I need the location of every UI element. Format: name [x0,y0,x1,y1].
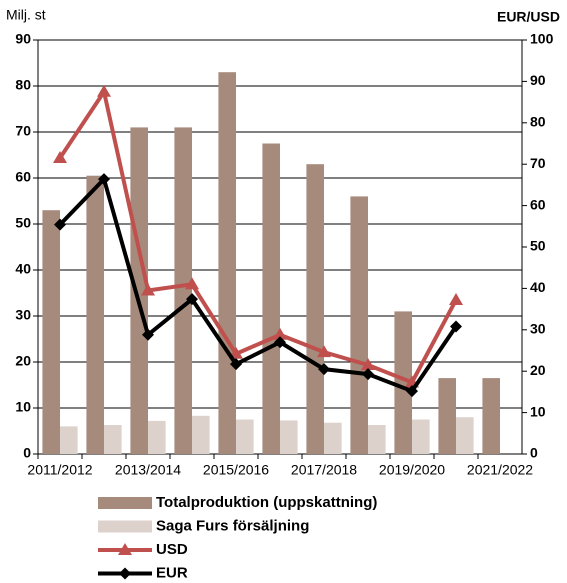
y2-axis-title: EUR/USD [497,9,560,25]
y2-tick-label: 80 [530,114,546,130]
marker [273,327,287,340]
marker [185,277,199,290]
legend-label: Saga Furs försäljning [156,517,309,534]
marker [450,320,462,333]
y2-tick-label: 30 [530,321,546,337]
marker [449,292,463,305]
y-tick-label: 0 [23,445,31,461]
bar [306,164,324,454]
y-tick-label: 90 [15,31,31,47]
legend-swatch [98,520,152,533]
y2-tick-label: 0 [530,445,538,461]
legend-label: USD [156,541,188,558]
bar [412,419,430,454]
bar [262,143,280,454]
y2-tick-label: 60 [530,196,546,212]
bar [174,127,192,455]
legend-label: Totalproduktion (uppskattning) [156,494,377,511]
marker [142,328,154,341]
legend-label: EUR [156,564,188,581]
y-tick-label: 50 [15,215,31,231]
y2-tick-label: 20 [530,362,546,378]
marker [54,218,66,231]
marker [406,385,418,398]
x-tick-label: 2015/2016 [203,462,269,478]
bar [456,417,474,454]
marker [361,357,375,370]
bar [368,425,386,454]
line [58,86,458,385]
y2-tick-label: 50 [530,238,546,254]
marker [53,150,67,163]
y2-tick-label: 40 [530,279,546,295]
y2-tick-label: 10 [530,403,546,419]
y-tick-label: 80 [15,77,31,93]
y-tick-label: 40 [15,261,31,277]
y-tick-label: 60 [15,169,31,185]
bar [60,426,78,454]
line [58,175,458,394]
marker [274,336,286,349]
x-tick-label: 2013/2014 [115,462,181,478]
bar [42,210,60,454]
bar [280,420,298,454]
bar [438,378,456,454]
y2-tick-label: 100 [530,31,554,47]
x-tick-label: 2017/2018 [291,462,357,478]
marker [98,173,110,186]
marker [317,345,331,358]
x-tick-label: 2019/2020 [379,462,445,478]
bar [350,196,368,454]
marker [186,293,198,306]
legend-swatch [98,497,152,509]
marker [119,567,131,580]
marker [230,358,242,371]
y-axis-title: Milj. st [6,7,46,23]
y-tick-label: 10 [15,399,31,415]
bar [482,378,500,454]
y-tick-label: 70 [15,123,31,139]
bar [236,419,254,454]
bar [324,422,342,454]
y2-tick-label: 90 [530,72,546,88]
y2-tick-label: 70 [530,155,546,171]
y-tick-label: 30 [15,307,31,323]
marker [118,543,132,555]
bar [86,175,104,454]
bar [394,311,412,454]
marker [318,363,330,376]
bar [104,425,122,454]
bar [130,127,148,455]
bar [148,420,166,454]
x-tick-label: 2011/2012 [27,462,92,478]
x-tick-label: 2021/2022 [467,462,533,478]
bar [192,415,210,454]
marker [141,283,155,296]
y-tick-label: 20 [15,353,31,369]
marker [97,84,111,97]
marker [362,368,374,381]
bar [218,72,236,454]
